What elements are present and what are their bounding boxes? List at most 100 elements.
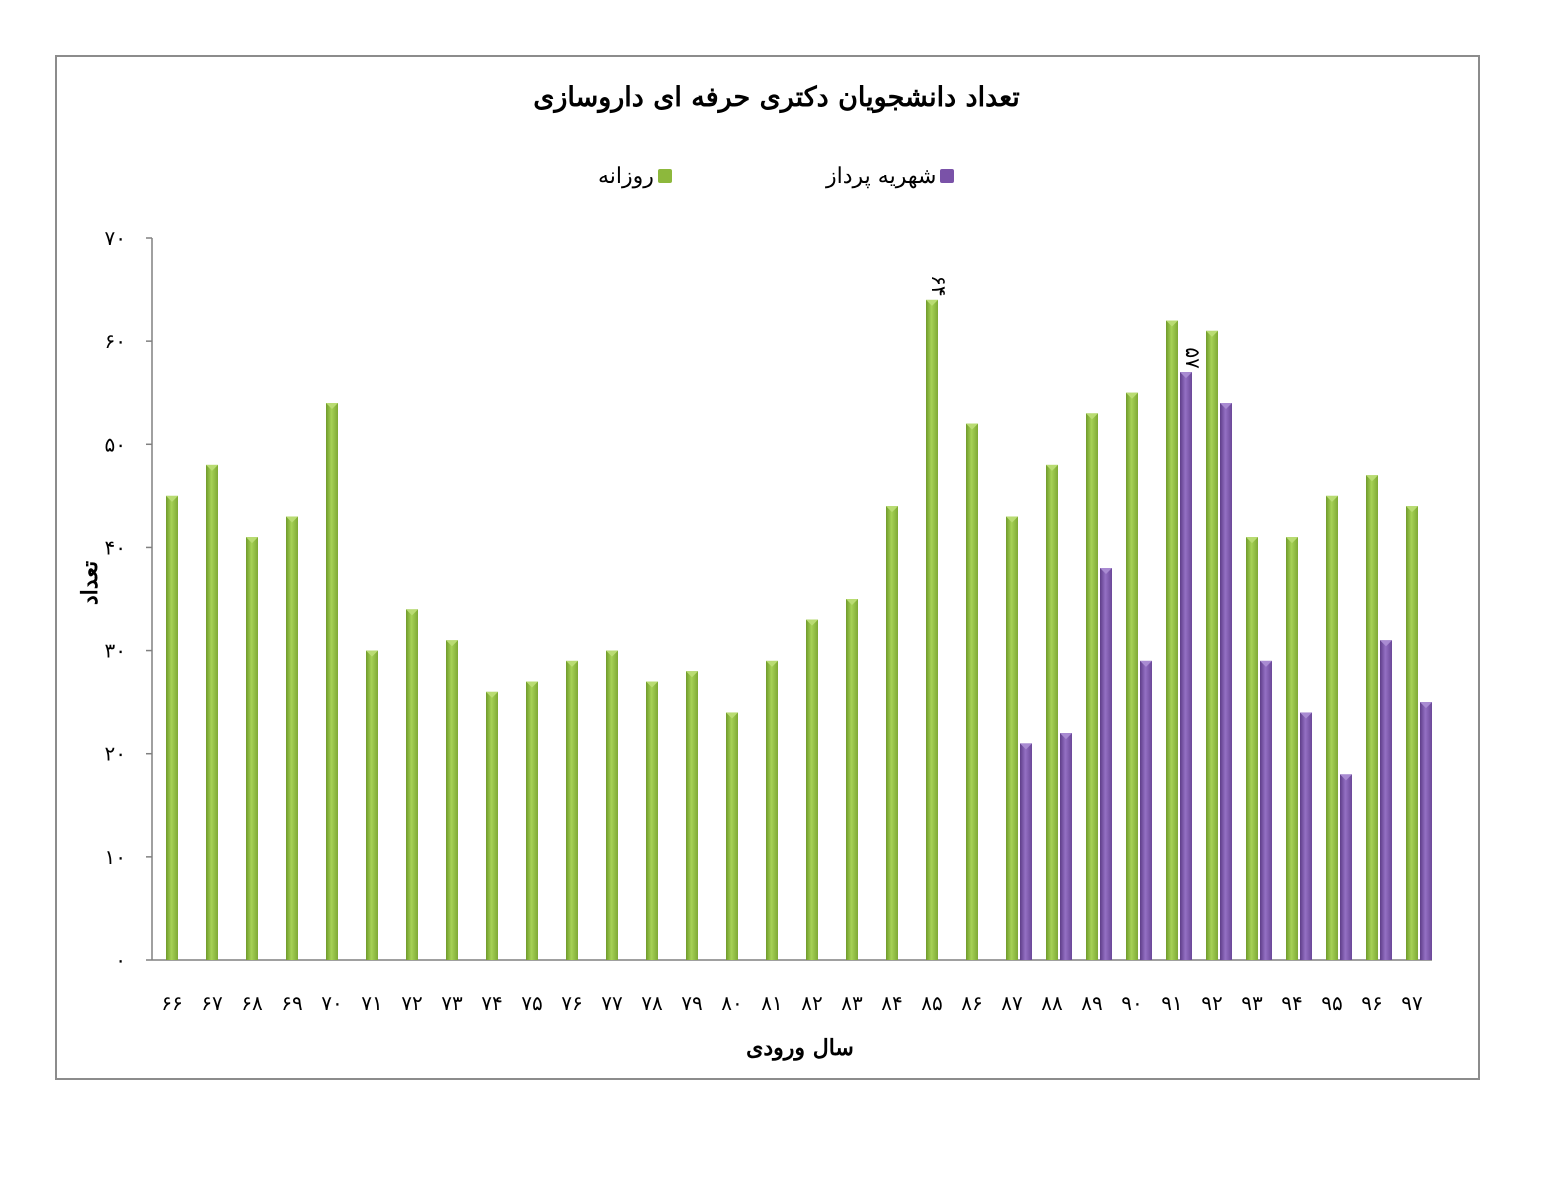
- bar-cap-rozane: [406, 609, 418, 616]
- x-tick-label: ۸۴: [881, 991, 902, 1015]
- bar-cap-rozane: [606, 650, 618, 657]
- chart-title: تعداد دانشجویان دکتری حرفه ای داروسازی: [533, 82, 1020, 113]
- bar-shahriye: [1180, 372, 1192, 961]
- x-tick-label: ۶۷: [201, 991, 223, 1015]
- bar-rozane: [406, 609, 418, 960]
- bar-shahriye: [1020, 743, 1032, 960]
- bar-shahriye: [1100, 568, 1112, 960]
- y-tick-label: ۰: [115, 948, 126, 972]
- bar-cap-rozane: [1206, 330, 1218, 337]
- x-tick-label: ۷۳: [441, 991, 463, 1015]
- bar-cap-rozane: [1046, 464, 1058, 471]
- bar-rozane: [766, 660, 778, 960]
- x-tick-label: ۹۵: [1321, 991, 1342, 1015]
- bar-rozane: [1246, 537, 1258, 960]
- bar-rozane: [1086, 413, 1098, 960]
- bar-cap-shahriye: [1140, 660, 1152, 667]
- x-tick-label: ۷۷: [601, 991, 623, 1015]
- bar-cap-shahriye: [1060, 733, 1072, 740]
- x-tick-label: ۸۶: [961, 991, 982, 1015]
- bar-cap-rozane: [526, 681, 538, 688]
- bar-rozane: [726, 712, 738, 960]
- x-tick-label: ۸۹: [1081, 991, 1102, 1015]
- x-tick-label: ۹۱: [1161, 991, 1182, 1015]
- bar-rozane: [486, 691, 498, 960]
- bar-rozane: [286, 516, 298, 960]
- data-label: ۶۴: [927, 275, 951, 296]
- bar-cap-rozane: [766, 660, 778, 667]
- x-tick-label: ۹۲: [1201, 991, 1222, 1015]
- bar-rozane: [1326, 495, 1338, 960]
- bar-cap-rozane: [446, 640, 458, 647]
- bar-rozane: [1006, 516, 1018, 960]
- x-tick-label: ۸۷: [1001, 991, 1023, 1015]
- legend-swatch-shahriye: [940, 169, 955, 183]
- bar-rozane: [1206, 330, 1218, 960]
- bar-cap-rozane: [646, 681, 658, 688]
- bar-shahriye: [1260, 660, 1272, 960]
- bar-rozane: [446, 640, 458, 960]
- x-tick-label: ۶۶: [161, 991, 182, 1015]
- x-tick-label: ۸۳: [841, 991, 863, 1015]
- bar-cap-shahriye: [1340, 774, 1352, 781]
- bar-shahriye: [1300, 712, 1312, 960]
- bar-cap-rozane: [206, 464, 218, 471]
- bar-shahriye: [1220, 403, 1232, 960]
- x-tick-label: ۷۶: [561, 991, 582, 1015]
- x-tick-label: ۸۱: [761, 991, 782, 1015]
- x-tick-label: ۸۰: [721, 991, 742, 1015]
- bar-rozane: [646, 681, 658, 960]
- bar-cap-rozane: [1286, 537, 1298, 544]
- x-tick-label: ۹۳: [1241, 991, 1263, 1015]
- bar-rozane: [1126, 392, 1138, 960]
- bar-cap-rozane: [246, 537, 258, 544]
- bar-rozane: [846, 599, 858, 960]
- bar-cap-shahriye: [1260, 660, 1272, 667]
- x-tick-label: ۷۸: [641, 991, 663, 1015]
- bar-shahriye: [1340, 774, 1352, 960]
- y-tick-label: ۶۰: [105, 329, 126, 353]
- x-tick-label: ۷۵: [521, 991, 542, 1015]
- legend-swatch-rozane: [657, 169, 672, 183]
- y-tick-label: ۷۰: [105, 226, 126, 250]
- bar-cap-rozane: [326, 403, 338, 410]
- bar-rozane: [606, 650, 618, 960]
- x-tick-label: ۸۲: [801, 991, 822, 1015]
- y-tick-label: ۴۰: [105, 535, 126, 559]
- bar-rozane: [206, 464, 218, 960]
- bar-rozane: [686, 671, 698, 960]
- bar-cap-rozane: [806, 619, 818, 626]
- data-label: ۵۷: [1181, 347, 1205, 369]
- bar-rozane: [1166, 320, 1178, 960]
- bar-rozane: [1046, 464, 1058, 960]
- bar-cap-shahriye: [1420, 702, 1432, 709]
- bar-shahriye: [1420, 702, 1432, 960]
- x-tick-label: ۶۸: [241, 991, 263, 1015]
- bar-cap-rozane: [926, 299, 938, 306]
- y-tick-label: ۳۰: [105, 639, 126, 663]
- legend-item-shahriye: شهریه پرداز: [826, 162, 955, 190]
- bar-cap-shahriye: [1180, 372, 1192, 379]
- bar-cap-rozane: [566, 660, 578, 667]
- x-tick-label: ۸۵: [921, 991, 942, 1015]
- bar-rozane: [966, 423, 978, 961]
- bar-cap-rozane: [1246, 537, 1258, 544]
- bar-cap-rozane: [1126, 392, 1138, 399]
- y-tick-label: ۱۰: [105, 845, 126, 869]
- bar-cap-shahriye: [1020, 743, 1032, 750]
- bar-cap-rozane: [366, 650, 378, 657]
- x-tick-label: ۹۶: [1361, 991, 1382, 1015]
- bar-shahriye: [1140, 660, 1152, 960]
- bar-cap-rozane: [886, 506, 898, 513]
- bar-cap-rozane: [966, 423, 978, 430]
- x-tick-label: ۷۴: [481, 991, 502, 1015]
- x-tick-label: ۸۸: [1041, 991, 1063, 1015]
- y-tick-label: ۵۰: [105, 432, 126, 456]
- x-tick-label: ۶۹: [281, 991, 302, 1015]
- x-tick-label: ۹۰: [1121, 991, 1142, 1015]
- bar-rozane: [526, 681, 538, 960]
- bar-rozane: [246, 537, 258, 960]
- x-tick-label: ۷۹: [681, 991, 702, 1015]
- bar-rozane: [1366, 475, 1378, 960]
